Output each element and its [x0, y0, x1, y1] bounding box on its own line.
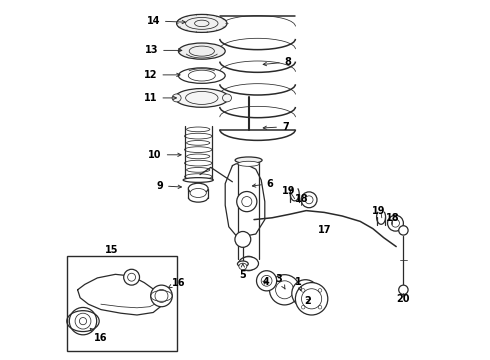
Text: 5: 5	[240, 264, 246, 280]
Ellipse shape	[178, 43, 225, 59]
Circle shape	[123, 269, 140, 285]
Ellipse shape	[235, 157, 262, 163]
Polygon shape	[77, 274, 162, 315]
Circle shape	[237, 192, 257, 212]
Circle shape	[388, 215, 403, 231]
Circle shape	[245, 260, 252, 267]
Text: 18: 18	[386, 213, 399, 223]
Text: 8: 8	[263, 57, 292, 67]
Polygon shape	[225, 164, 265, 238]
Text: 7: 7	[263, 122, 289, 132]
Circle shape	[275, 281, 294, 299]
Circle shape	[75, 313, 91, 329]
Circle shape	[242, 256, 256, 271]
Circle shape	[242, 197, 252, 207]
Text: 3: 3	[276, 274, 285, 289]
Circle shape	[399, 226, 408, 235]
Ellipse shape	[188, 183, 208, 194]
Text: 12: 12	[144, 70, 180, 80]
Circle shape	[399, 285, 408, 294]
Ellipse shape	[187, 167, 210, 172]
Text: 19: 19	[281, 186, 295, 196]
Circle shape	[392, 219, 399, 227]
Circle shape	[297, 285, 314, 301]
Text: 18: 18	[295, 194, 309, 204]
Ellipse shape	[183, 177, 213, 183]
Ellipse shape	[185, 133, 212, 139]
Text: 16: 16	[90, 328, 108, 343]
Circle shape	[151, 285, 172, 307]
Circle shape	[69, 307, 97, 335]
Ellipse shape	[185, 160, 212, 166]
Ellipse shape	[175, 89, 229, 107]
Ellipse shape	[187, 140, 210, 145]
Ellipse shape	[239, 263, 247, 270]
Ellipse shape	[238, 261, 248, 267]
Text: 10: 10	[148, 150, 181, 160]
Ellipse shape	[187, 127, 210, 132]
Text: 16: 16	[169, 278, 185, 288]
Circle shape	[235, 231, 251, 247]
Circle shape	[257, 271, 277, 291]
Ellipse shape	[187, 154, 210, 159]
Circle shape	[127, 273, 136, 281]
Circle shape	[305, 196, 313, 204]
Circle shape	[270, 275, 300, 305]
Text: 19: 19	[372, 206, 386, 216]
Bar	[67, 256, 176, 351]
Circle shape	[301, 192, 317, 208]
Ellipse shape	[185, 174, 212, 180]
Circle shape	[292, 280, 319, 307]
Text: 6: 6	[252, 179, 273, 189]
Text: 11: 11	[144, 93, 176, 103]
Ellipse shape	[188, 70, 215, 81]
Text: 20: 20	[396, 294, 410, 304]
Text: 2: 2	[305, 296, 311, 306]
Ellipse shape	[222, 94, 231, 102]
Text: 15: 15	[105, 245, 119, 255]
Ellipse shape	[189, 46, 215, 56]
Ellipse shape	[176, 14, 227, 32]
Circle shape	[261, 275, 272, 286]
Circle shape	[155, 289, 168, 302]
Text: 1: 1	[295, 276, 302, 291]
Text: 9: 9	[156, 181, 181, 191]
Text: 13: 13	[145, 45, 182, 55]
Circle shape	[79, 318, 87, 325]
Circle shape	[295, 283, 328, 315]
Ellipse shape	[238, 161, 259, 166]
Text: 14: 14	[147, 16, 185, 26]
Ellipse shape	[186, 91, 218, 104]
Ellipse shape	[185, 147, 212, 153]
Ellipse shape	[190, 189, 206, 198]
Circle shape	[301, 289, 321, 309]
Ellipse shape	[186, 18, 218, 30]
Ellipse shape	[178, 68, 225, 84]
Text: 17: 17	[318, 225, 331, 235]
Text: 4: 4	[263, 276, 270, 287]
Ellipse shape	[239, 257, 259, 270]
Ellipse shape	[172, 94, 181, 102]
